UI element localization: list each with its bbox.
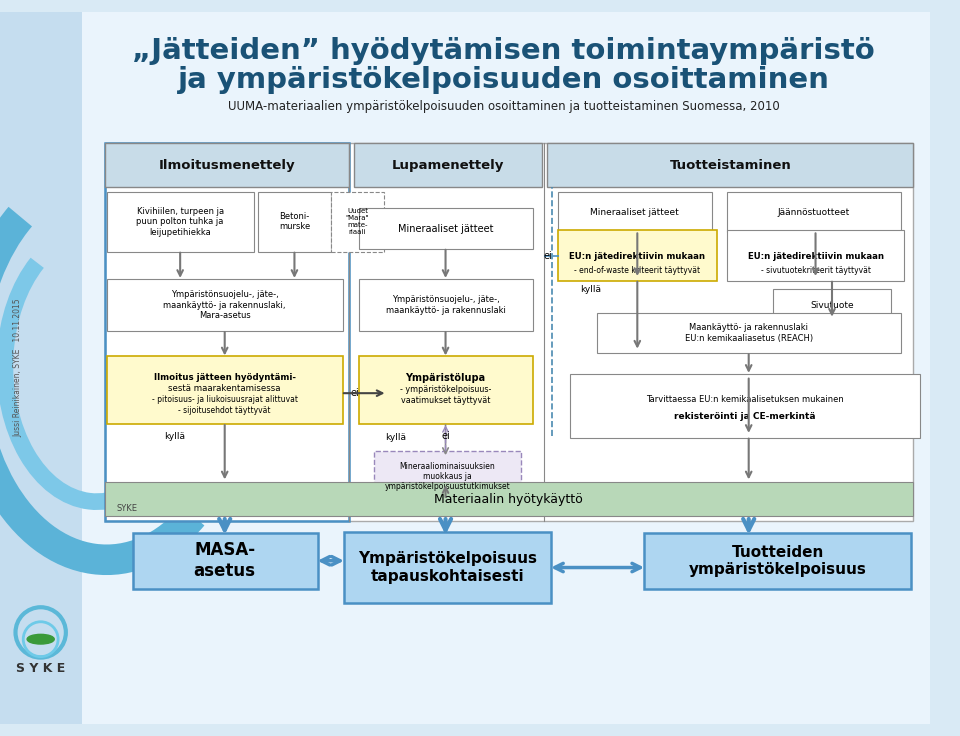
Ellipse shape	[27, 634, 54, 644]
Text: Mineraaliset jätteet: Mineraaliset jätteet	[590, 208, 679, 216]
FancyBboxPatch shape	[644, 533, 911, 589]
FancyBboxPatch shape	[107, 191, 253, 252]
FancyBboxPatch shape	[558, 230, 717, 281]
Text: kyllä: kyllä	[581, 285, 601, 294]
FancyBboxPatch shape	[107, 356, 343, 424]
Text: Mineraaliominaisuuksien
muokkaus ja
ympäristökelpoisuustutkimukset: Mineraaliominaisuuksien muokkaus ja ympä…	[385, 461, 511, 492]
FancyBboxPatch shape	[105, 482, 913, 516]
Text: Jussi Reinikainen, SYKE   10.11.2015: Jussi Reinikainen, SYKE 10.11.2015	[12, 299, 22, 437]
Text: UUMA-materiaalien ympäristökelpoisuuden osoittaminen ja tuotteistaminen Suomessa: UUMA-materiaalien ympäristökelpoisuuden …	[228, 100, 780, 113]
FancyBboxPatch shape	[728, 191, 900, 233]
FancyBboxPatch shape	[373, 451, 521, 502]
Text: ei: ei	[543, 251, 552, 261]
FancyBboxPatch shape	[257, 191, 331, 252]
Text: rekisteröinti ja CE-merkintä: rekisteröinti ja CE-merkintä	[674, 412, 816, 421]
Text: S Y K E: S Y K E	[16, 662, 65, 675]
Text: sestä maarakentamisessa: sestä maarakentamisessa	[168, 384, 281, 393]
Text: Tarvittaessa EU:n kemikaalisetuksen mukainen: Tarvittaessa EU:n kemikaalisetuksen muka…	[646, 395, 844, 405]
Polygon shape	[0, 12, 83, 724]
Text: ja ympäristökelpoisuuden osoittaminen: ja ympäristökelpoisuuden osoittaminen	[178, 66, 829, 94]
FancyBboxPatch shape	[105, 144, 913, 521]
Text: EU:n jätedirektiivin mukaan: EU:n jätedirektiivin mukaan	[569, 252, 706, 261]
Text: kyllä: kyllä	[164, 432, 185, 442]
Text: - ympäristökelpoisuus-
vaatimukset täyttyvät: - ympäristökelpoisuus- vaatimukset täytt…	[400, 386, 492, 405]
Text: Tuotteistaminen: Tuotteistaminen	[669, 159, 791, 172]
FancyBboxPatch shape	[83, 12, 930, 724]
Text: Maankäyttö- ja rakennuslaki
EU:n kemikaaliasetus (REACH): Maankäyttö- ja rakennuslaki EU:n kemikaa…	[684, 323, 813, 343]
Text: Kivihiilen, turpeen ja
puun polton tuhka ja
leijupetihiekka: Kivihiilen, turpeen ja puun polton tuhka…	[136, 207, 224, 237]
Text: Ympäristökelpoisuus
tapauskohtaisesti: Ympäristökelpoisuus tapauskohtaisesti	[358, 551, 537, 584]
Text: Materiaalin hyötykäyttö: Materiaalin hyötykäyttö	[434, 493, 583, 506]
Text: Lupamenettely: Lupamenettely	[392, 159, 504, 172]
FancyBboxPatch shape	[359, 208, 533, 249]
FancyBboxPatch shape	[773, 289, 891, 322]
Text: - end-of-waste kriteerit täyttyvät: - end-of-waste kriteerit täyttyvät	[574, 266, 701, 275]
Text: - pitoisuus- ja liukoisuusrajat alittuvat
- sijoitusehdot täyttyvät: - pitoisuus- ja liukoisuusrajat alittuva…	[152, 395, 298, 414]
Text: Tuotteiden
ympäristökelpoisuus: Tuotteiden ympäristökelpoisuus	[689, 545, 867, 577]
FancyBboxPatch shape	[359, 279, 533, 331]
FancyBboxPatch shape	[353, 144, 542, 187]
FancyBboxPatch shape	[569, 374, 920, 438]
Text: Betoni-
murske: Betoni- murske	[278, 212, 310, 231]
Text: Ilmoitusmenettely: Ilmoitusmenettely	[158, 159, 295, 172]
Text: kyllä: kyllä	[385, 434, 406, 442]
FancyBboxPatch shape	[728, 230, 903, 281]
Text: ei: ei	[350, 388, 359, 398]
Text: EU:n jätedirektiivin mukaan: EU:n jätedirektiivin mukaan	[748, 252, 883, 261]
FancyBboxPatch shape	[596, 313, 900, 353]
FancyBboxPatch shape	[105, 144, 348, 187]
FancyBboxPatch shape	[547, 144, 913, 187]
Text: Sivutuote: Sivutuote	[810, 300, 853, 310]
FancyBboxPatch shape	[558, 191, 712, 233]
Text: Ympäristönsuojelu-, jäte-,
maankäyttö- ja rakennuslaki,
Mara-asetus: Ympäristönsuojelu-, jäte-, maankäyttö- j…	[163, 290, 286, 320]
Text: - sivutuotekriteerit täyttyvät: - sivutuotekriteerit täyttyvät	[760, 266, 871, 275]
FancyBboxPatch shape	[359, 356, 533, 424]
FancyBboxPatch shape	[344, 531, 551, 604]
FancyBboxPatch shape	[132, 533, 318, 589]
Text: Uudet
"Mara"
mate-
riaali: Uudet "Mara" mate- riaali	[346, 208, 370, 236]
Text: SYKE: SYKE	[116, 504, 137, 513]
Text: Ympäristölupa: Ympäristölupa	[405, 372, 486, 383]
Text: Ilmoitus jätteen hyödyntämi-: Ilmoitus jätteen hyödyntämi-	[154, 373, 296, 382]
Text: MASA-
asetus: MASA- asetus	[194, 542, 255, 580]
Text: ei: ei	[442, 431, 450, 441]
FancyBboxPatch shape	[331, 191, 384, 252]
Text: „Jätteiden” hyödytämisen toimintaympäristö: „Jätteiden” hyödytämisen toimintaympäris…	[132, 38, 875, 66]
Text: Jäännöstuotteet: Jäännöstuotteet	[778, 208, 850, 216]
Text: Ympäristönsuojelu-, jäte-,
maankäyttö- ja rakennuslaki: Ympäristönsuojelu-, jäte-, maankäyttö- j…	[386, 295, 506, 315]
Text: Mineraaliset jätteet: Mineraaliset jätteet	[397, 224, 493, 233]
FancyBboxPatch shape	[107, 279, 343, 331]
